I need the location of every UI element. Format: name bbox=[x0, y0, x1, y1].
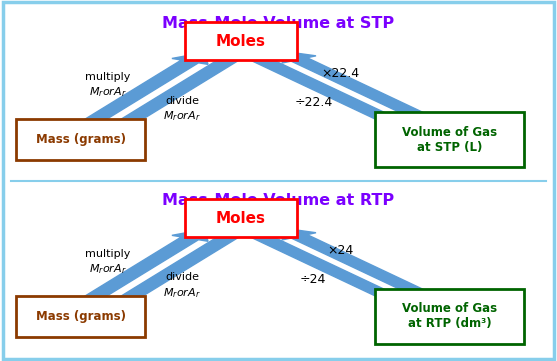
Text: divide: divide bbox=[165, 96, 199, 105]
Polygon shape bbox=[281, 51, 453, 130]
Polygon shape bbox=[247, 55, 418, 134]
FancyBboxPatch shape bbox=[17, 119, 145, 160]
FancyBboxPatch shape bbox=[185, 199, 297, 237]
FancyBboxPatch shape bbox=[17, 296, 145, 337]
Text: Volume of Gas
at STP (L): Volume of Gas at STP (L) bbox=[402, 126, 497, 153]
Text: Volume of Gas
at RTP (dm³): Volume of Gas at RTP (dm³) bbox=[402, 303, 497, 330]
Text: multiply: multiply bbox=[85, 249, 130, 259]
Text: ×22.4: ×22.4 bbox=[321, 67, 359, 80]
FancyBboxPatch shape bbox=[375, 112, 525, 167]
FancyBboxPatch shape bbox=[185, 22, 297, 60]
Text: multiply: multiply bbox=[85, 72, 130, 82]
Text: $M_r or A_r$: $M_r or A_r$ bbox=[163, 109, 201, 123]
FancyBboxPatch shape bbox=[375, 289, 525, 344]
Text: $M_r or A_r$: $M_r or A_r$ bbox=[89, 85, 126, 99]
Polygon shape bbox=[106, 232, 242, 310]
Text: Mass-Mole-Volume at RTP: Mass-Mole-Volume at RTP bbox=[163, 193, 394, 208]
Polygon shape bbox=[72, 52, 208, 130]
Polygon shape bbox=[72, 229, 208, 306]
Polygon shape bbox=[247, 232, 418, 311]
Text: Mass (grams): Mass (grams) bbox=[36, 310, 126, 323]
Polygon shape bbox=[281, 228, 453, 307]
Text: Mass (grams): Mass (grams) bbox=[36, 133, 126, 146]
Text: Moles: Moles bbox=[216, 210, 266, 226]
Text: Moles: Moles bbox=[216, 34, 266, 49]
Text: $M_r or A_r$: $M_r or A_r$ bbox=[89, 262, 126, 276]
Text: Mass-Mole-Volume at STP: Mass-Mole-Volume at STP bbox=[163, 16, 394, 31]
Text: ×24: ×24 bbox=[327, 244, 353, 257]
Text: $M_r or A_r$: $M_r or A_r$ bbox=[163, 286, 201, 300]
Text: divide: divide bbox=[165, 273, 199, 282]
Polygon shape bbox=[106, 56, 242, 133]
Text: ÷22.4: ÷22.4 bbox=[294, 96, 333, 109]
Text: ÷24: ÷24 bbox=[300, 273, 326, 286]
